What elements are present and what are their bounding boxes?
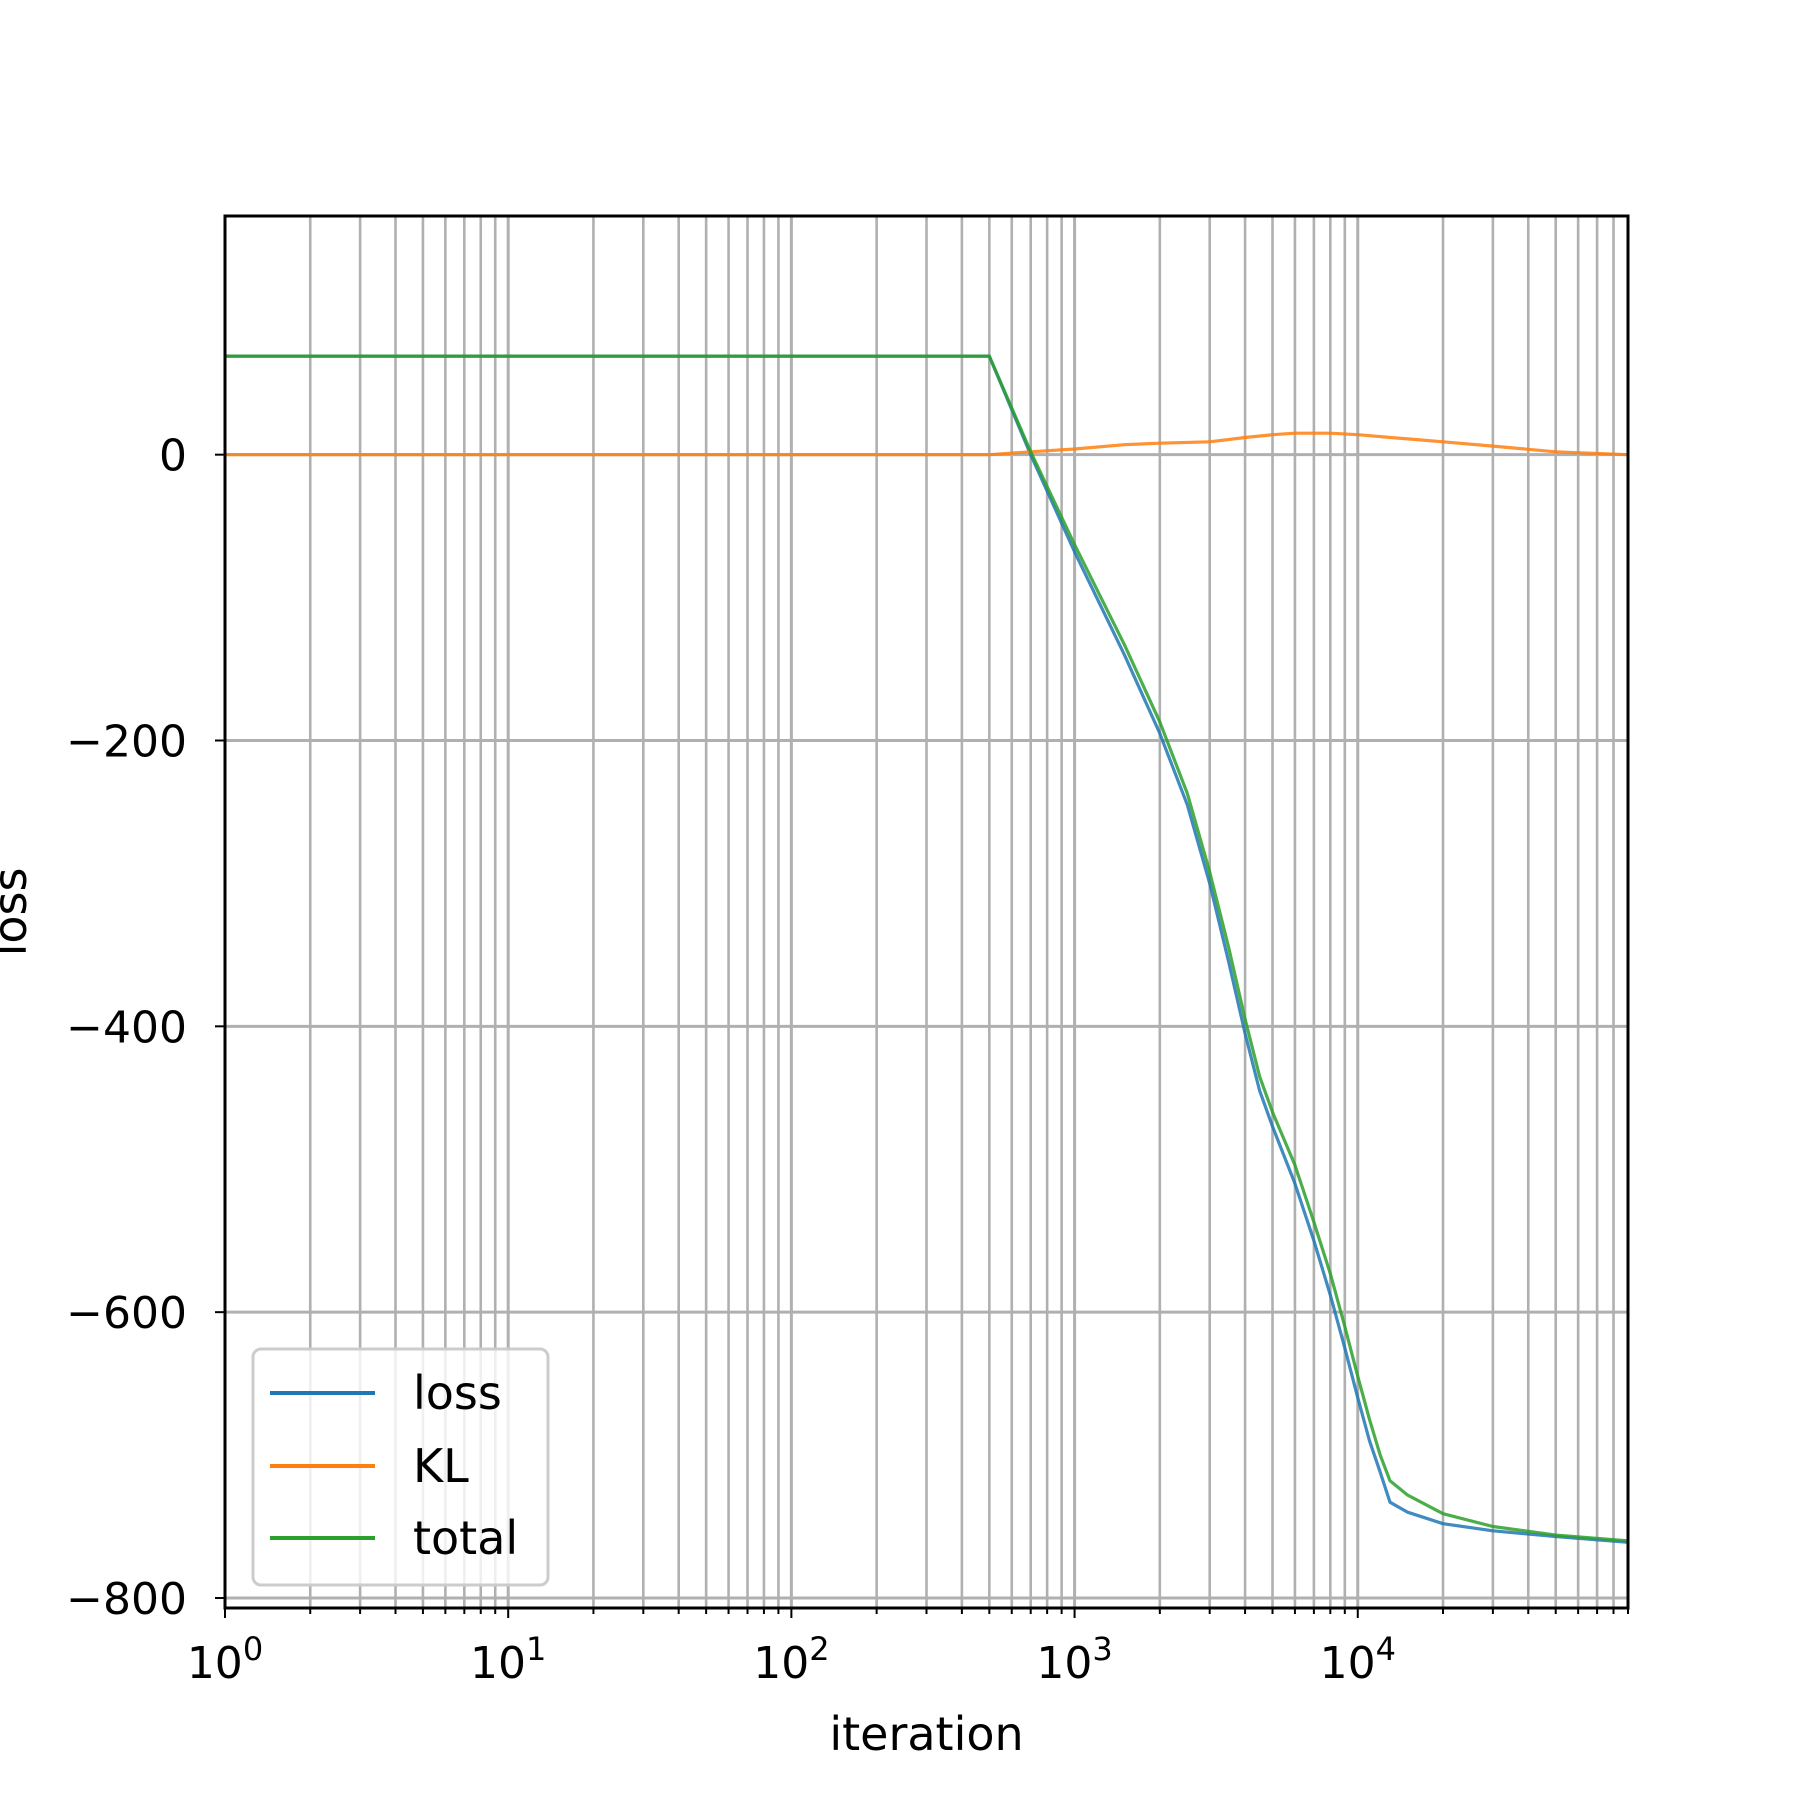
legend-frame xyxy=(251,1347,550,1587)
x-tick-label: 100 xyxy=(187,1630,263,1689)
x-axis-title: iteration xyxy=(829,1707,1023,1761)
y-tick-label: −400 xyxy=(66,1002,187,1053)
legend-label-total: total xyxy=(413,1511,518,1565)
series-layer xyxy=(225,354,1629,1544)
grid xyxy=(223,216,1630,1608)
y-axis-title: loss xyxy=(0,868,37,957)
y-tick-label: −800 xyxy=(66,1574,187,1625)
y-tick-label: −200 xyxy=(66,717,187,768)
y-tick-label: −600 xyxy=(66,1288,187,1339)
series-line-total xyxy=(225,354,1629,1543)
legend-label-loss: loss xyxy=(413,1366,502,1420)
y-tick-label: 0 xyxy=(159,431,187,482)
legend: loss KL total xyxy=(251,1347,550,1587)
legend-label-kl: KL xyxy=(413,1439,469,1493)
series-line-loss xyxy=(225,354,1629,1544)
